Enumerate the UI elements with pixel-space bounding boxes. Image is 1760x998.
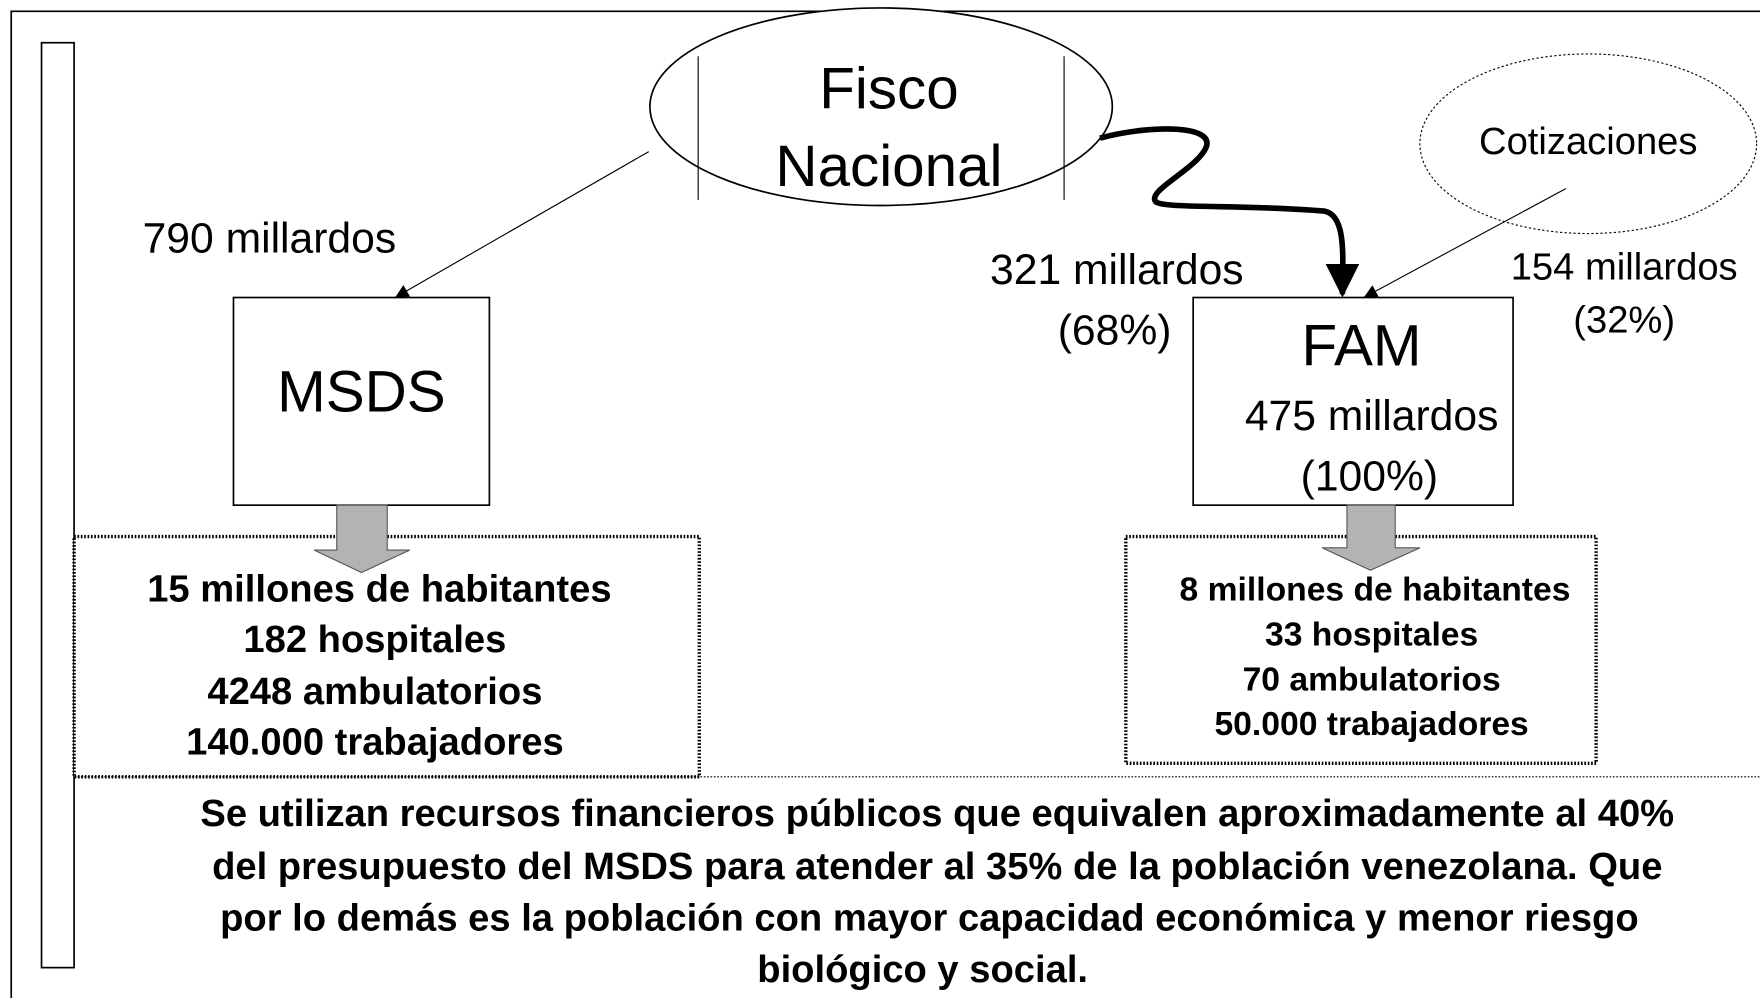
- edge-label: 790 millardos: [143, 215, 397, 263]
- stats-line: 70 ambulatorios: [1243, 661, 1501, 698]
- down-arrow: [314, 504, 410, 574]
- fam-node: [1192, 296, 1514, 507]
- stats-line: 4248 ambulatorios: [207, 670, 542, 713]
- edge-label: 154 millardos: [1511, 246, 1738, 289]
- node-label: Nacional: [775, 134, 1002, 199]
- footer-line: Se utilizan recursos financieros público…: [200, 792, 1674, 835]
- node-label: Cotizaciones: [1479, 120, 1697, 163]
- stats-line: 15 millones de habitantes: [147, 568, 611, 611]
- stats-line: 50.000 trabajadores: [1214, 706, 1528, 743]
- side-bar: [40, 41, 75, 969]
- node-label: FAM: [1302, 314, 1422, 379]
- msds-node: [232, 296, 491, 507]
- down-arrow: [1322, 504, 1421, 571]
- cotizaciones-node: [1419, 53, 1758, 235]
- node-label: MSDS: [277, 360, 446, 425]
- fisco-node: [649, 7, 1114, 207]
- stats-line: 182 hospitales: [243, 618, 506, 661]
- edge-label: 321 millardos: [990, 246, 1244, 294]
- footer-line: del presupuesto del MSDS para atender al…: [212, 845, 1662, 888]
- node-label: (100%): [1301, 453, 1438, 501]
- stats-line: 33 hospitales: [1265, 616, 1478, 653]
- edge: [1099, 126, 1360, 298]
- node-label: Fisco: [819, 57, 958, 122]
- stats-box: [72, 534, 701, 779]
- stats-line: 8 millones de habitantes: [1180, 571, 1571, 608]
- edge-label: (32%): [1573, 298, 1675, 341]
- edge-label: (68%): [1058, 307, 1172, 355]
- footer-line: por lo demás es la población con mayor c…: [220, 897, 1639, 940]
- footer-line: biológico y social.: [757, 948, 1088, 991]
- stats-line: 140.000 trabajadores: [186, 720, 564, 763]
- edge: [1363, 188, 1567, 299]
- node-label: 475 millardos: [1245, 392, 1499, 440]
- edge: [394, 151, 650, 299]
- stats-box: [1124, 534, 1598, 766]
